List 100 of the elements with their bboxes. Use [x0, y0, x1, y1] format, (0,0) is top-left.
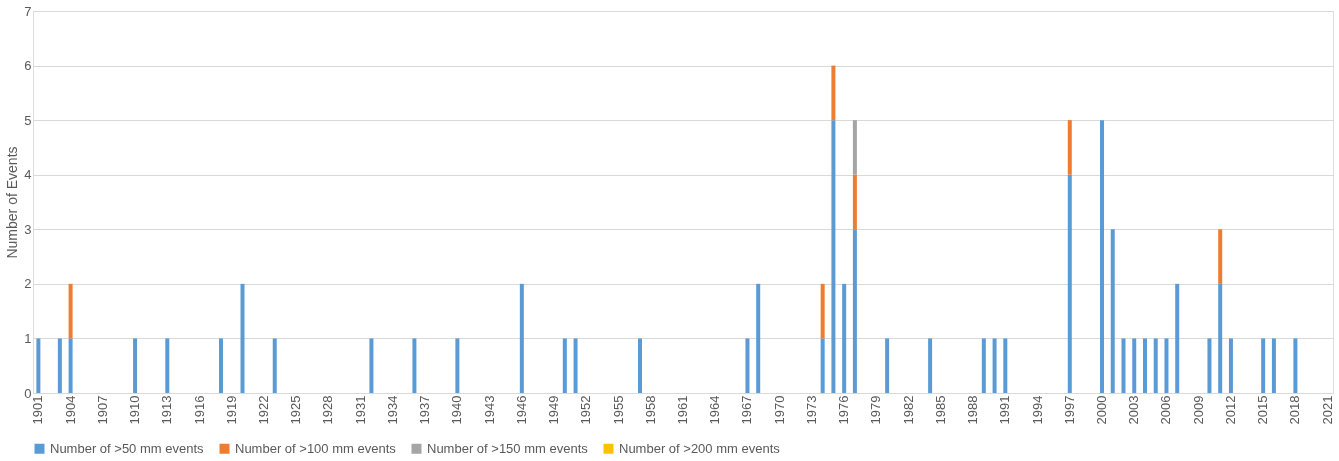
x-tick-label: 1946: [513, 395, 529, 425]
x-tick-label: 2003: [1126, 395, 1142, 425]
bar: [638, 338, 643, 393]
x-tick-label: 1955: [610, 395, 626, 425]
bar: [852, 120, 857, 175]
x-tick-label: 2012: [1222, 395, 1238, 425]
x-tick-label: 1997: [1061, 395, 1077, 425]
bar: [165, 338, 170, 393]
legend-label: Number of >50 mm events: [50, 440, 205, 456]
bar: [369, 338, 374, 393]
legend-label: Number of >200 mm events: [619, 440, 781, 456]
bar: [842, 283, 847, 393]
y-tick-label: 1: [24, 330, 32, 346]
x-tick-label: 1919: [223, 395, 239, 425]
bar: [831, 120, 836, 393]
bar: [745, 338, 750, 393]
bar: [519, 283, 524, 393]
bar: [1153, 338, 1158, 393]
x-tick-label: 1940: [449, 395, 465, 425]
x-tick-label: 1970: [771, 395, 787, 425]
x-tick-label: 2015: [1255, 395, 1271, 425]
x-tick-label: 1907: [94, 395, 110, 425]
bar: [756, 283, 761, 393]
x-tick-label: 1964: [707, 395, 723, 425]
legend-label: Number of >150 mm events: [427, 440, 589, 456]
y-tick-label: 6: [24, 58, 32, 74]
bar: [1142, 338, 1147, 393]
y-tick-label: 4: [24, 167, 32, 183]
bar: [852, 174, 857, 230]
bar: [1218, 283, 1223, 393]
x-tick-label: 1901: [30, 395, 46, 425]
bar: [1003, 338, 1008, 393]
bar: [831, 65, 836, 121]
x-tick-label: 1949: [546, 395, 562, 425]
x-tick-label: 1988: [965, 395, 981, 425]
bar: [1207, 338, 1212, 393]
bar: [412, 338, 417, 393]
y-tick-label: 3: [24, 221, 32, 237]
x-tick-label: 2018: [1287, 395, 1303, 425]
y-axis-title: Number of Events: [4, 146, 21, 259]
y-tick-label: 0: [24, 385, 32, 401]
x-tick-label: 1958: [642, 395, 658, 425]
bar: [1228, 338, 1233, 393]
bar: [981, 338, 986, 393]
x-tick-label: 2006: [1158, 395, 1174, 425]
x-tick-label: 2009: [1190, 395, 1206, 425]
y-tick-label: 2: [24, 276, 32, 292]
x-tick-label: 1967: [739, 395, 755, 425]
bar: [562, 338, 567, 393]
bar: [820, 338, 825, 393]
x-tick-label: 1979: [868, 395, 884, 425]
legend-label: Number of >100 mm events: [235, 440, 397, 456]
bar: [992, 338, 997, 393]
x-tick-label: 1913: [159, 395, 175, 425]
x-tick-label: 1976: [836, 395, 852, 425]
x-tick-label: 1985: [932, 395, 948, 425]
bar: [885, 338, 890, 393]
x-tick-label: 1916: [191, 395, 207, 425]
y-tick-label: 7: [24, 3, 32, 19]
bar: [1293, 338, 1298, 393]
x-tick-label: 2021: [1319, 395, 1335, 425]
x-tick-label: 2000: [1094, 395, 1110, 425]
x-tick-label: 1991: [997, 395, 1013, 425]
x-tick-label: 1904: [62, 395, 78, 425]
bar: [1110, 229, 1115, 393]
bar: [1100, 120, 1105, 393]
bar: [852, 229, 857, 393]
x-tick-label: 1937: [417, 395, 433, 425]
x-tick-label: 1973: [803, 395, 819, 425]
bar: [36, 338, 41, 393]
bar: [1067, 120, 1072, 175]
x-tick-label: 1994: [1029, 395, 1045, 425]
bar: [1067, 174, 1072, 393]
bar: [1121, 338, 1126, 393]
y-tick-label: 5: [24, 112, 32, 128]
bar: [1218, 229, 1223, 284]
bar: [57, 338, 62, 393]
bar: [133, 338, 138, 393]
x-tick-label: 1961: [675, 395, 690, 425]
bar: [928, 338, 933, 393]
bar: [455, 338, 460, 393]
x-tick-label: 1910: [127, 395, 143, 425]
x-tick-label: 1928: [320, 395, 336, 425]
x-tick-label: 1952: [578, 395, 594, 425]
bar: [1261, 338, 1266, 393]
x-tick-label: 1931: [352, 395, 368, 425]
bar: [219, 338, 224, 393]
x-tick-label: 1934: [384, 395, 400, 425]
x-tick-label: 1925: [288, 395, 304, 425]
bar: [272, 338, 277, 393]
bar: [68, 283, 73, 339]
bar: [240, 283, 245, 393]
x-tick-label: 1922: [255, 395, 271, 425]
x-tick-label: 1982: [900, 395, 916, 425]
x-tick-label: 1943: [481, 395, 497, 425]
bar: [573, 338, 578, 393]
bar: [1175, 283, 1180, 393]
bar: [1164, 338, 1169, 393]
bar: [68, 338, 73, 393]
bar: [820, 283, 825, 339]
